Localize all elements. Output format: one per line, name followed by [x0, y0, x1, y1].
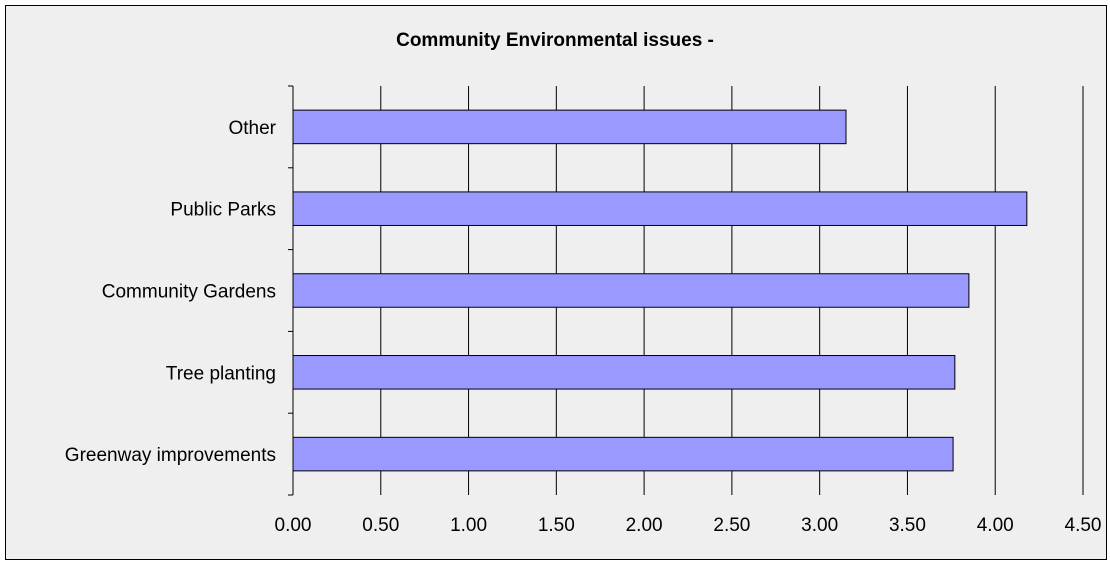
y-tick-label: Public Parks	[170, 200, 276, 221]
x-tick-label: 4.00	[977, 515, 1014, 536]
x-tick-label: 1.00	[450, 515, 487, 536]
bar	[292, 436, 954, 472]
x-tick-label: 0.00	[275, 515, 312, 536]
x-tick-label: 2.50	[713, 515, 750, 536]
x-tick-label: 1.50	[538, 515, 575, 536]
x-tick-label: 3.50	[889, 515, 926, 536]
x-tick-label: 0.50	[362, 515, 399, 536]
y-tick-label: Other	[228, 118, 276, 139]
x-tick-label: 2.00	[626, 515, 663, 536]
x-tick-label: 4.50	[1065, 515, 1102, 536]
x-tick-label: 3.00	[801, 515, 838, 536]
bar	[292, 109, 847, 145]
y-tick-label: Greenway improvements	[65, 445, 276, 466]
y-tick-label: Tree planting	[166, 363, 276, 384]
bar	[292, 191, 1028, 226]
y-tick-label: Community Gardens	[102, 282, 276, 303]
bar	[292, 355, 956, 390]
chart-title: Community Environmental issues -	[396, 30, 714, 51]
bar	[292, 273, 970, 308]
